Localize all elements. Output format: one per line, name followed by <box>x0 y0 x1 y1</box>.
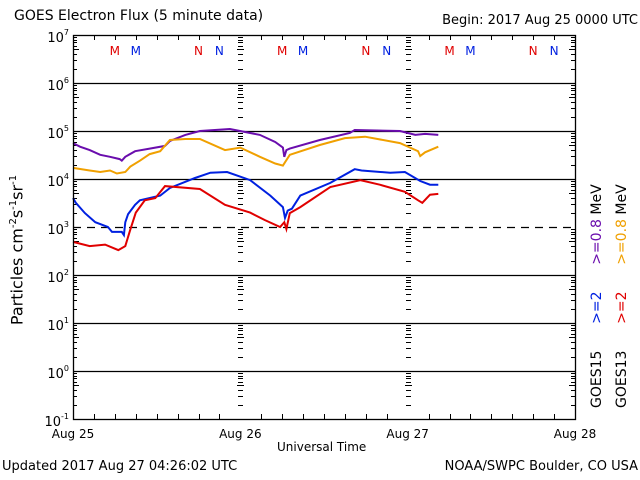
day-marker-n: N <box>361 44 370 58</box>
y-tick-exp: 0 <box>63 364 69 373</box>
series-line-3 <box>72 179 439 252</box>
y-tick-label: 104 <box>47 170 69 190</box>
y-tick-exp: 5 <box>63 124 69 133</box>
day-marker-n: N <box>529 44 538 58</box>
legend-col1-sat: GOES15 <box>589 350 605 408</box>
legend-col1: GOES15 >=2 >=0.8 MeV <box>589 184 605 408</box>
day-marker-m: M <box>110 44 120 58</box>
y-tick-base: 10 <box>47 127 64 142</box>
series-line-1 <box>72 135 439 175</box>
series-line-2 <box>72 168 439 238</box>
y-tick-exp: 4 <box>63 172 69 181</box>
y-tick-base: 10 <box>47 367 64 382</box>
y-tick-exp: 2 <box>63 268 69 277</box>
legend-col2-hi: >=0.8 <box>614 219 630 265</box>
day-marker-n: N <box>382 44 391 58</box>
series-line-0 <box>72 127 439 163</box>
y-axis-label-exp2: -1 <box>8 199 20 210</box>
begin-time: Begin: 2017 Aug 25 0000 UTC <box>442 13 638 28</box>
day-marker-m: M <box>277 44 287 58</box>
y-tick-label: 107 <box>47 26 69 46</box>
legend-col1-unit: MeV <box>589 184 605 215</box>
updated-timestamp: Updated 2017 Aug 27 04:26:02 UTC <box>2 459 238 474</box>
y-axis-label-exp3: -1 <box>8 174 20 185</box>
day-marker-n: N <box>215 44 224 58</box>
y-tick-exp: 1 <box>63 316 69 325</box>
chart-title: GOES Electron Flux (5 minute data) <box>14 8 264 24</box>
y-tick-exp: 3 <box>63 220 69 229</box>
y-tick-label: 106 <box>47 74 69 94</box>
x-axis-label: Universal Time <box>277 440 367 454</box>
y-axis-label-s: s <box>7 209 27 219</box>
x-tick-label: Aug 27 <box>386 427 429 441</box>
credit: NOAA/SWPC Boulder, CO USA <box>444 459 638 474</box>
day-marker-n: N <box>194 44 203 58</box>
day-marker-m: M <box>465 44 475 58</box>
x-tick-label: Aug 28 <box>553 427 597 441</box>
legend-col2-unit: MeV <box>614 184 630 215</box>
y-tick-base: 10 <box>47 175 64 190</box>
y-tick-label: 101 <box>47 314 69 334</box>
y-tick-label: 105 <box>47 122 69 142</box>
legend-col2-sat: GOES13 <box>614 350 630 408</box>
legend-col2: GOES13 >=2 >=0.8 MeV <box>614 184 630 408</box>
y-axis-label: Particles cm-2s-1sr-1 <box>8 175 27 325</box>
legend-col1-hi: >=0.8 <box>589 219 605 265</box>
y-tick-exp: 6 <box>63 76 69 85</box>
x-tick-label: Aug 25 <box>51 427 95 441</box>
legend-col2-lo: >=2 <box>614 291 630 324</box>
y-tick-base: 10 <box>47 319 64 334</box>
y-axis-label-exp1: -2 <box>8 218 20 229</box>
y-tick-label: 100 <box>47 362 69 382</box>
y-axis-label-base: Particles cm <box>7 228 27 326</box>
y-tick-label: 102 <box>47 266 69 286</box>
day-marker-m: M <box>444 44 454 58</box>
y-tick-label: 10-1 <box>44 410 69 430</box>
y-tick-base: 10 <box>47 271 64 286</box>
y-tick-exp: -1 <box>61 412 69 421</box>
y-tick-base: 10 <box>47 223 64 238</box>
plot-frame <box>72 34 577 421</box>
day-marker-n: N <box>550 44 559 58</box>
day-marker-m: M <box>298 44 308 58</box>
x-tick-label: Aug 26 <box>219 427 262 441</box>
y-tick-label: 103 <box>47 218 69 238</box>
y-tick-base: 10 <box>47 79 64 94</box>
legend-col1-lo: >=2 <box>589 291 605 324</box>
y-tick-exp: 7 <box>63 28 69 37</box>
y-axis-label-sr: sr <box>7 184 27 200</box>
y-tick-base: 10 <box>47 31 64 46</box>
day-marker-m: M <box>131 44 141 58</box>
y-tick-base: 10 <box>44 415 62 430</box>
